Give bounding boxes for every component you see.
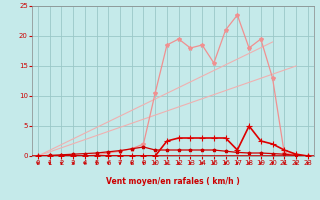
X-axis label: Vent moyen/en rafales ( km/h ): Vent moyen/en rafales ( km/h )	[106, 177, 240, 186]
